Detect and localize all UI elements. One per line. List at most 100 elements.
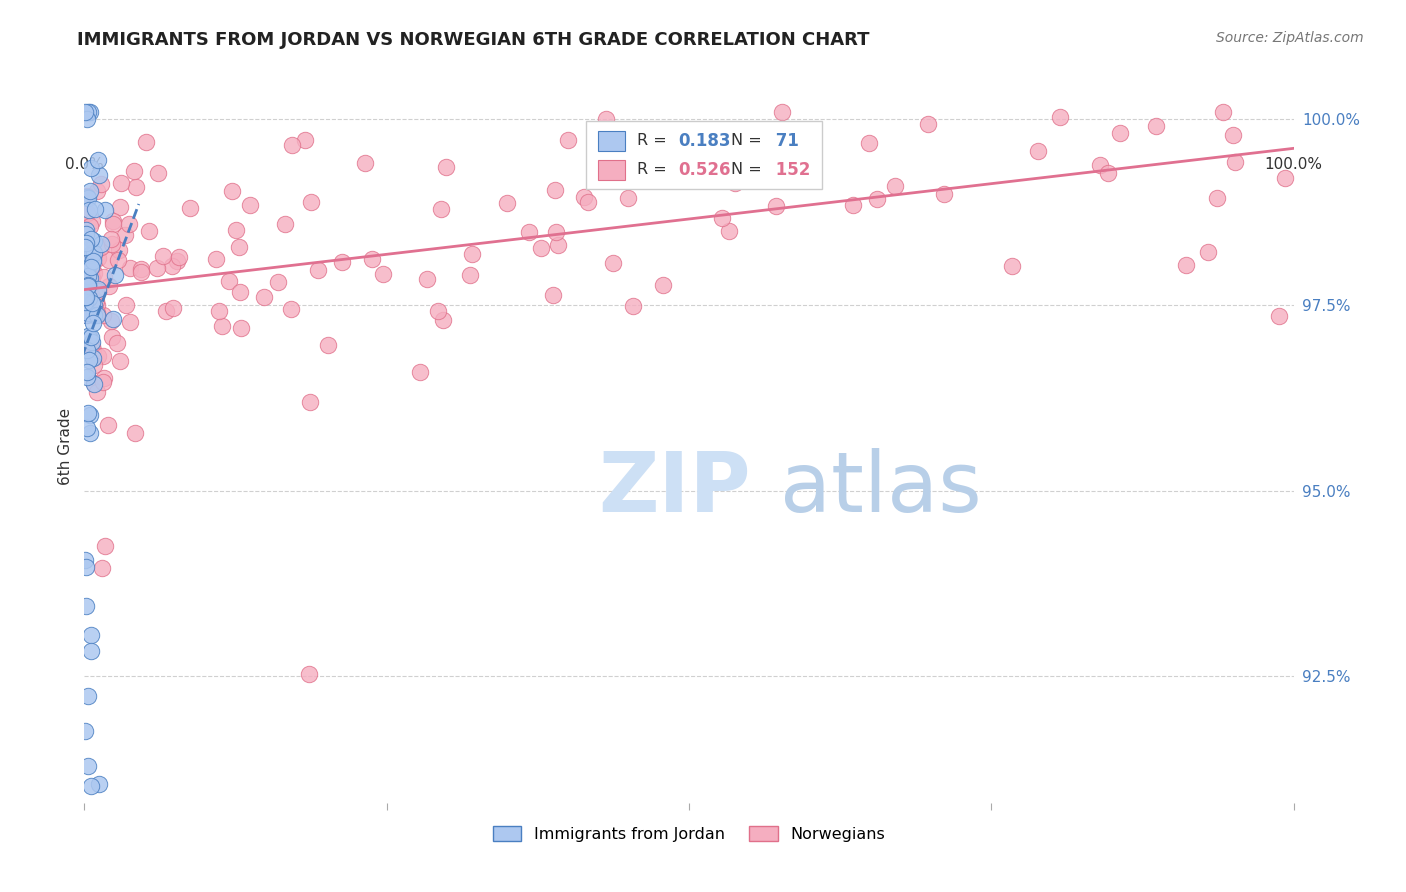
Point xyxy=(82,339,104,353)
FancyBboxPatch shape xyxy=(599,160,624,180)
Point xyxy=(1001,259,1024,273)
Point xyxy=(75,240,97,254)
Point xyxy=(547,238,569,252)
Point xyxy=(93,269,115,284)
Point xyxy=(162,301,184,316)
Point xyxy=(76,189,98,203)
Point xyxy=(82,343,104,357)
Point xyxy=(591,159,613,173)
Point xyxy=(135,135,157,149)
Point xyxy=(115,298,138,312)
Point xyxy=(221,184,243,198)
Point xyxy=(228,285,250,299)
Point xyxy=(103,214,125,228)
Point xyxy=(87,282,110,296)
Point xyxy=(80,214,103,228)
Point xyxy=(1268,309,1291,323)
Point xyxy=(80,334,103,349)
Point xyxy=(371,267,394,281)
Point xyxy=(1222,128,1244,142)
Point xyxy=(91,349,114,363)
Point xyxy=(83,202,105,216)
Point xyxy=(298,667,321,681)
Point xyxy=(83,266,105,280)
Point xyxy=(75,559,97,574)
Point xyxy=(82,317,104,331)
Point xyxy=(77,278,100,293)
Point xyxy=(77,689,100,703)
Text: 100.0%: 100.0% xyxy=(1264,157,1323,172)
Point xyxy=(617,191,640,205)
Point xyxy=(426,303,449,318)
Point xyxy=(101,236,124,251)
Point xyxy=(124,163,146,178)
Point xyxy=(80,161,103,176)
Point xyxy=(73,104,96,119)
Point xyxy=(87,251,110,265)
Point xyxy=(1049,111,1071,125)
Point xyxy=(90,240,112,254)
Point xyxy=(91,561,114,575)
Point xyxy=(76,365,98,379)
Text: 0.0%: 0.0% xyxy=(65,157,104,172)
Point xyxy=(93,371,115,385)
Point xyxy=(592,157,614,171)
Point xyxy=(76,205,98,219)
Point xyxy=(1144,120,1167,134)
Point xyxy=(77,268,100,283)
Point xyxy=(86,305,108,319)
Point xyxy=(274,217,297,231)
Point xyxy=(80,268,103,282)
Point xyxy=(1274,170,1296,185)
Point xyxy=(621,299,644,313)
Point xyxy=(79,248,101,262)
Point xyxy=(77,258,100,272)
Point xyxy=(83,358,105,372)
Point xyxy=(211,319,233,334)
Point xyxy=(1174,259,1197,273)
Point xyxy=(576,194,599,209)
Text: 0.526: 0.526 xyxy=(678,161,731,178)
Point xyxy=(432,313,454,327)
Point xyxy=(299,395,322,409)
Point xyxy=(166,254,188,268)
Point xyxy=(118,315,141,329)
Point xyxy=(586,139,609,153)
Point xyxy=(80,644,103,658)
Text: R =: R = xyxy=(637,133,672,148)
Point xyxy=(86,385,108,400)
Point xyxy=(114,227,136,242)
Point xyxy=(461,246,484,260)
Point xyxy=(101,311,124,326)
Point xyxy=(75,308,97,322)
Text: ZIP: ZIP xyxy=(599,449,751,529)
Text: R =: R = xyxy=(637,162,672,178)
Point xyxy=(544,225,567,239)
Point xyxy=(91,308,114,322)
Point xyxy=(108,353,131,368)
Point xyxy=(77,352,100,367)
Point xyxy=(208,303,231,318)
Point xyxy=(98,253,121,268)
Point xyxy=(83,298,105,312)
Point xyxy=(179,201,201,215)
Text: N =: N = xyxy=(731,162,762,178)
FancyBboxPatch shape xyxy=(586,121,823,189)
Point xyxy=(108,200,131,214)
Point xyxy=(316,338,339,352)
Point xyxy=(79,779,101,793)
Point xyxy=(281,137,304,152)
Point xyxy=(76,370,98,384)
Point xyxy=(530,241,553,255)
Point xyxy=(204,252,226,266)
Point xyxy=(86,184,108,198)
Point xyxy=(299,195,322,210)
Point xyxy=(160,259,183,273)
Point xyxy=(218,274,240,288)
Point xyxy=(228,240,250,254)
Point xyxy=(93,375,115,389)
Point xyxy=(79,219,101,233)
Point xyxy=(120,261,142,276)
Point xyxy=(1205,191,1227,205)
Point xyxy=(83,377,105,392)
